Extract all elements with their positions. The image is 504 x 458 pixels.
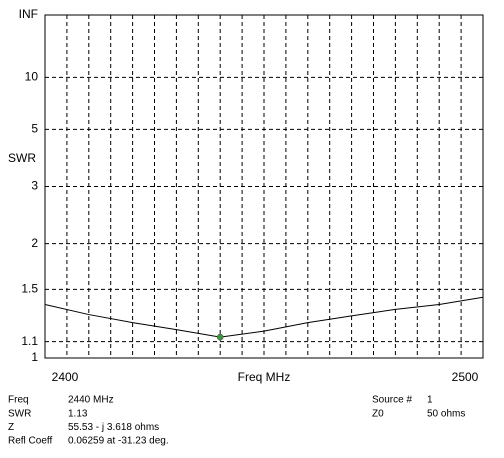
y-top-label: INF (19, 7, 38, 21)
x-axis-label: Freq MHz (238, 370, 291, 384)
x-tick-label: 2400 (52, 370, 79, 384)
info-value: 50 ohms (427, 408, 465, 419)
info-value: 0.06259 at -31.23 deg. (68, 436, 169, 447)
info-value: 1 (427, 395, 433, 406)
y-axis-label: SWR (8, 151, 36, 165)
plot (44, 14, 484, 359)
x-tick-label: 2500 (452, 370, 479, 384)
info-label: Z0 (372, 408, 384, 419)
y-tick-label: 1 (31, 350, 38, 364)
y-tick-label: 1.1 (21, 334, 38, 348)
info-label: SWR (8, 408, 31, 419)
info-value: 1.13 (68, 408, 88, 419)
swr-curve (44, 296, 484, 338)
y-tick-label: 1.5 (21, 282, 38, 296)
info-label: Z (8, 422, 14, 433)
info-value: 55.53 - j 3.618 ohms (68, 422, 159, 433)
marker-point (216, 333, 224, 341)
info-label: Freq (8, 395, 29, 406)
info-value: 2440 MHz (68, 395, 114, 406)
info-label: Refl Coeff (8, 436, 53, 447)
y-tick-label: 2 (31, 236, 38, 250)
plot-frame (44, 14, 484, 359)
y-tick-label: 3 (31, 179, 38, 193)
y-tick-label: 10 (25, 70, 39, 84)
info-label: Source # (372, 395, 412, 406)
y-tick-label: 5 (31, 122, 38, 136)
info-panel: Freq 2440 MHz SWR 1.13 Z 55.53 - j 3.618 ohms… (8, 395, 465, 447)
